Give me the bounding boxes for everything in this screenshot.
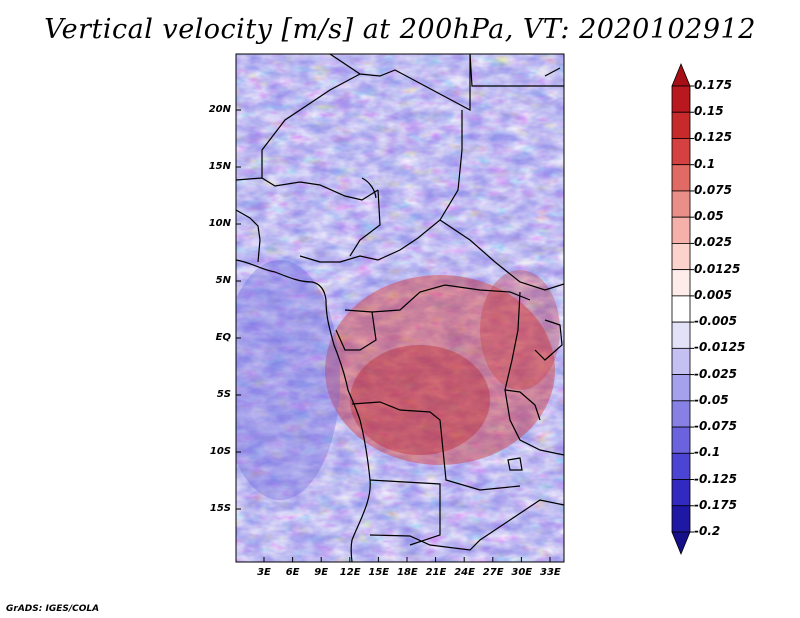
lat-label: 5S bbox=[216, 389, 231, 400]
axis-ticks bbox=[236, 109, 551, 562]
lat-label: EQ bbox=[215, 332, 231, 343]
lon-label: 12E bbox=[339, 567, 361, 578]
colorbar-segment bbox=[671, 347, 691, 375]
colorbar-label: -0.1 bbox=[694, 445, 721, 460]
lon-label: 27E bbox=[482, 567, 504, 578]
lat-label: 15S bbox=[209, 503, 231, 514]
colorbar-label: -0.0125 bbox=[694, 340, 746, 355]
colorbar-segment bbox=[671, 190, 691, 218]
colorbar-segment bbox=[671, 531, 691, 556]
vertical-velocity-field bbox=[236, 54, 564, 562]
colorbar-label: 0.1 bbox=[694, 156, 716, 171]
lat-label: 10S bbox=[209, 446, 231, 457]
colorbar-segment bbox=[671, 426, 691, 454]
colorbar-label: 0.05 bbox=[694, 209, 724, 224]
colorbar-label: 0.075 bbox=[694, 182, 732, 197]
colorbar-label: -0.025 bbox=[694, 366, 737, 381]
credit-text: GrADS: IGES/COLA bbox=[6, 604, 100, 614]
colorbar-segment bbox=[671, 85, 691, 113]
colorbar-label: 0.025 bbox=[694, 235, 732, 250]
colorbar-label: -0.005 bbox=[694, 314, 737, 329]
colorbar-label: 0.0125 bbox=[694, 261, 741, 276]
colorbar-segment bbox=[671, 321, 691, 349]
lon-label: 33E bbox=[540, 567, 561, 578]
lon-label: 24E bbox=[454, 567, 475, 578]
lon-label: 6E bbox=[285, 567, 300, 578]
lon-label: 9E bbox=[314, 567, 329, 578]
chart-title: Vertical velocity [m/s] at 200hPa, VT: 2… bbox=[44, 14, 756, 45]
lat-label: 5N bbox=[215, 275, 231, 286]
colorbar bbox=[671, 62, 694, 556]
lon-label: 21E bbox=[425, 567, 447, 578]
colorbar-segment bbox=[671, 164, 691, 192]
lat-label: 15N bbox=[208, 161, 231, 172]
lon-label: 15E bbox=[368, 567, 390, 578]
lon-label: 18E bbox=[397, 567, 418, 578]
coastlines-and-borders bbox=[235, 53, 565, 563]
colorbar-segment bbox=[671, 138, 691, 166]
lon-label: 3E bbox=[257, 567, 271, 578]
colorbar-segment bbox=[671, 295, 691, 323]
colorbar-segment bbox=[671, 243, 691, 271]
colorbar-segment bbox=[671, 269, 691, 297]
colorbar-label: 0.175 bbox=[694, 78, 732, 92]
colorbar-label: -0.075 bbox=[694, 419, 737, 434]
colorbar-segment bbox=[671, 216, 691, 244]
colorbar-segment bbox=[671, 479, 691, 507]
colorbar-label: 0.15 bbox=[694, 104, 724, 119]
lat-label: 20N bbox=[208, 104, 231, 115]
colorbar-segment bbox=[671, 400, 691, 428]
lat-label: 10N bbox=[208, 218, 231, 229]
colorbar-segment bbox=[671, 111, 691, 139]
lon-label: 30E bbox=[511, 567, 533, 578]
colorbar-segment bbox=[671, 505, 691, 533]
colorbar-segment bbox=[671, 62, 691, 87]
colorbar-label: 0.005 bbox=[694, 287, 732, 302]
colorbar-label: -0.05 bbox=[694, 392, 729, 407]
colorbar-label: -0.2 bbox=[694, 524, 721, 538]
colorbar-label: 0.125 bbox=[694, 130, 732, 145]
colorbar-label: -0.125 bbox=[694, 471, 737, 486]
colorbar-segment bbox=[671, 374, 691, 402]
map-frame bbox=[235, 53, 565, 563]
colorbar-label: -0.175 bbox=[694, 497, 737, 512]
colorbar-segment bbox=[671, 452, 691, 480]
